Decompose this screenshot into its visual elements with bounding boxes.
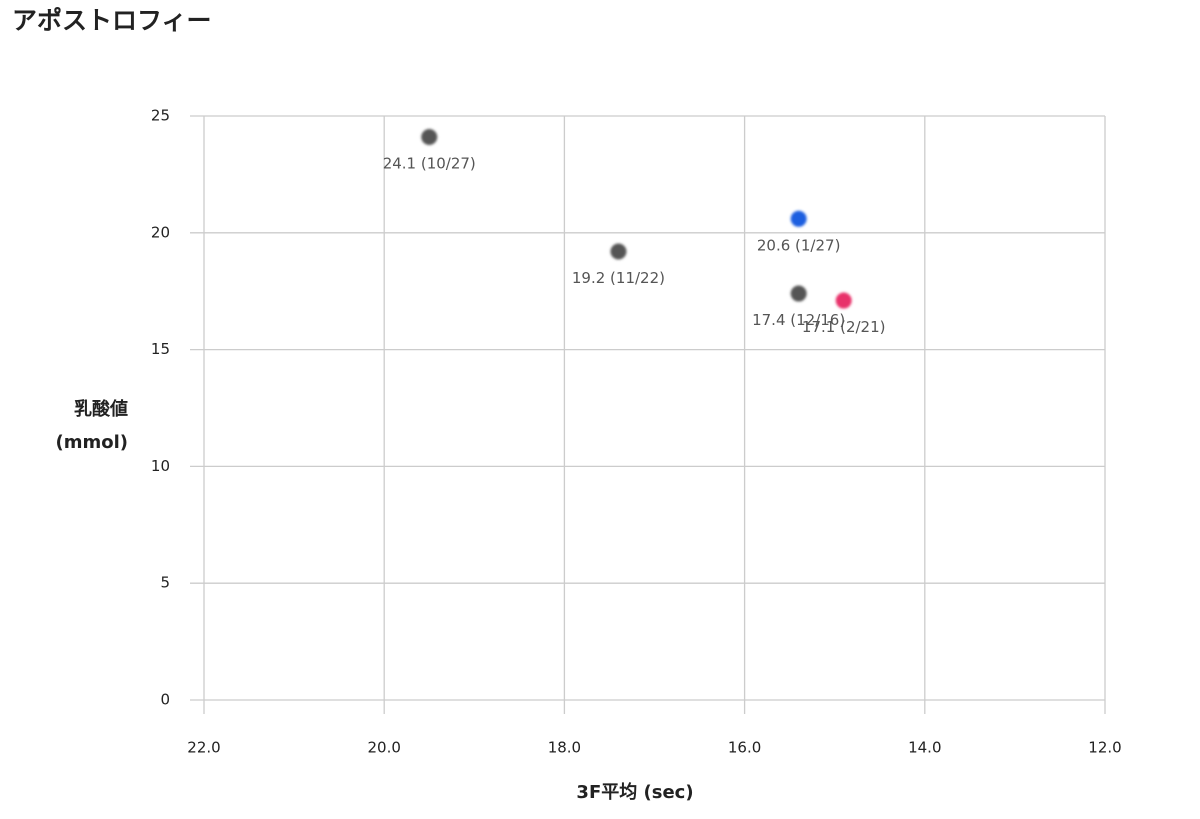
- point: [421, 129, 438, 146]
- y-tick-label: 20: [151, 223, 170, 241]
- point: [835, 292, 852, 309]
- x-tick-label: 14.0: [908, 739, 941, 757]
- point: [790, 210, 807, 227]
- data-label: 24.1 (10/27): [383, 155, 476, 173]
- point: [610, 243, 627, 260]
- data-label: 19.2 (11/22): [572, 269, 665, 287]
- data-label: 17.1 (2/21): [802, 318, 886, 336]
- y-tick-label: 5: [160, 574, 170, 592]
- x-tick-label: 18.0: [548, 739, 581, 757]
- x-tick-label: 22.0: [187, 739, 220, 757]
- x-tick-label: 16.0: [728, 739, 761, 757]
- y-axis-label: 乳酸値: [74, 398, 128, 420]
- y-tick-label: 15: [151, 340, 170, 358]
- x-axis-label: 3F平均 (sec): [576, 781, 693, 803]
- y-tick-label: 0: [160, 691, 170, 709]
- y-axis-label: (mmol): [55, 432, 128, 453]
- y-tick-label: 10: [151, 457, 170, 475]
- x-tick-label: 20.0: [367, 739, 400, 757]
- point: [790, 285, 807, 302]
- data-label: 17.4 (12/16): [752, 311, 845, 329]
- data-label: 20.6 (1/27): [757, 236, 841, 254]
- x-tick-label: 12.0: [1088, 739, 1121, 757]
- y-tick-label: 25: [151, 107, 170, 125]
- chart-title: アポストロフィー: [12, 6, 212, 35]
